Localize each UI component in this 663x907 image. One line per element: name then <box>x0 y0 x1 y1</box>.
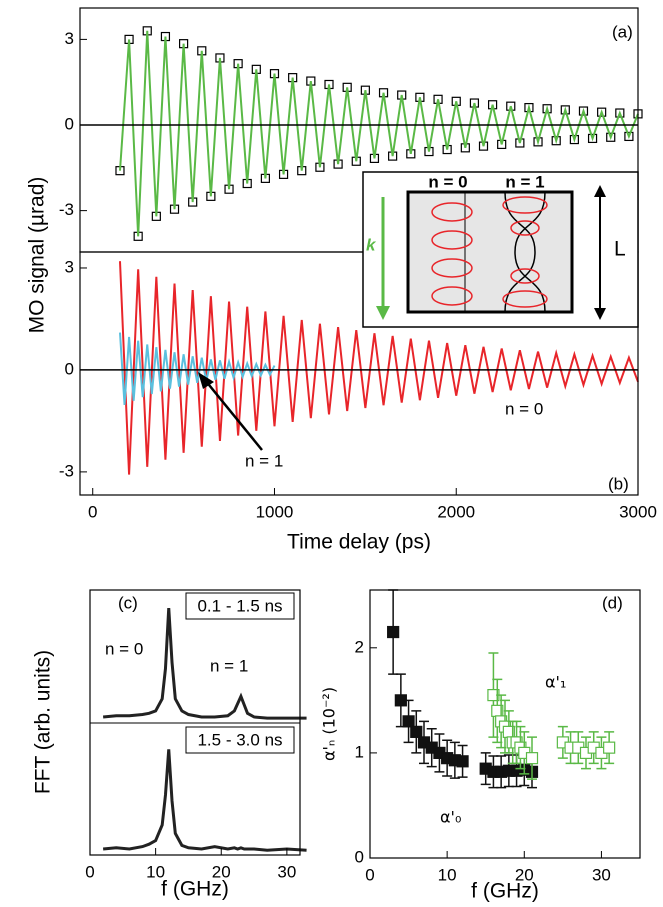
plots <box>102 26 643 852</box>
annotation: n = 0 <box>105 639 143 658</box>
y-tick-label: 3 <box>65 257 74 276</box>
marker <box>533 137 543 147</box>
x-axis-label: f (GHz) <box>471 880 539 903</box>
x-tick-label: 0 <box>365 865 374 884</box>
marker <box>597 107 607 117</box>
marker <box>560 105 570 115</box>
line <box>102 749 307 852</box>
annotation: n = 0 <box>505 399 543 418</box>
inset-label: n = 1 <box>505 172 544 191</box>
line <box>118 332 276 406</box>
panel-label: (a) <box>612 22 633 41</box>
x-tick-label: 1000 <box>256 502 294 521</box>
marker <box>410 725 423 738</box>
annotation: α'₀ <box>440 808 461 827</box>
mode-profile <box>514 191 546 313</box>
box-label: 0.1 - 1.5 ns <box>197 596 282 615</box>
mode-profile <box>504 191 536 313</box>
inset-label: k <box>366 235 377 254</box>
x-axis-label: f (GHz) <box>161 878 229 901</box>
y-axis-label: α'ₙ (10⁻²) <box>320 687 339 761</box>
annotation: α'₁ <box>545 673 566 692</box>
marker <box>456 755 469 768</box>
y-tick-label: -3 <box>59 461 74 480</box>
marker <box>624 131 634 142</box>
spin <box>510 268 540 284</box>
frame-d <box>369 589 641 859</box>
x-tick-label: 10 <box>146 862 165 881</box>
y-tick-label: 1 <box>355 742 364 761</box>
arrow-head <box>376 306 390 320</box>
marker <box>525 752 539 765</box>
line <box>102 608 307 720</box>
marker <box>615 108 625 118</box>
marker <box>551 136 561 146</box>
spin <box>431 258 473 278</box>
arrow-head <box>594 308 606 320</box>
marker <box>402 715 415 728</box>
spin <box>431 286 473 306</box>
x-tick-label: 30 <box>592 865 611 884</box>
annotation: n = 1 <box>245 451 283 470</box>
marker <box>569 134 579 145</box>
panel-label: (d) <box>602 593 623 612</box>
arrow-head <box>198 372 214 389</box>
marker <box>603 741 616 754</box>
arrow-head <box>594 185 606 197</box>
x-tick-label: 0 <box>88 502 97 521</box>
marker <box>587 133 598 144</box>
inset: n = 0 n = 1 k L <box>362 171 639 328</box>
y-axis-label: MO signal (µrad) <box>26 177 49 334</box>
marker <box>578 106 589 116</box>
y-tick-label: 2 <box>355 637 364 656</box>
x-tick-label: 3000 <box>619 502 657 521</box>
annotation: n = 1 <box>210 656 248 675</box>
y-axis-label: FFT (arb. units) <box>32 650 55 794</box>
annotation-arrow <box>204 379 263 451</box>
frame-b <box>79 251 639 496</box>
inset-label: L <box>614 238 626 261</box>
y-tick-label: 0 <box>65 359 74 378</box>
marker <box>387 625 400 639</box>
box-label: 1.5 - 3.0 ns <box>197 730 282 749</box>
panel-label: (b) <box>608 474 629 493</box>
marker <box>542 104 552 114</box>
y-tick-label: 3 <box>65 29 74 48</box>
x-tick-label: 20 <box>212 862 231 881</box>
y-tick-label: -3 <box>59 200 74 219</box>
x-tick-label: 30 <box>277 862 296 881</box>
panel-label: (c) <box>118 593 138 612</box>
box <box>185 592 295 620</box>
film <box>406 190 574 314</box>
marker <box>606 132 616 142</box>
inset-label: n = 0 <box>428 172 467 191</box>
box <box>185 726 295 754</box>
x-axis-label: Time delay (ps) <box>287 531 431 554</box>
x-tick-label: 20 <box>515 865 534 884</box>
x-tick-label: 10 <box>438 865 457 884</box>
spin <box>502 290 548 308</box>
y-tick-label: 0 <box>65 114 74 133</box>
spin <box>431 202 473 222</box>
spin <box>431 230 473 250</box>
spin <box>502 196 548 214</box>
y-tick-label: 0 <box>355 847 364 866</box>
x-tick-label: 2000 <box>437 502 475 521</box>
spin <box>510 220 540 236</box>
x-tick-label: 0 <box>85 862 94 881</box>
